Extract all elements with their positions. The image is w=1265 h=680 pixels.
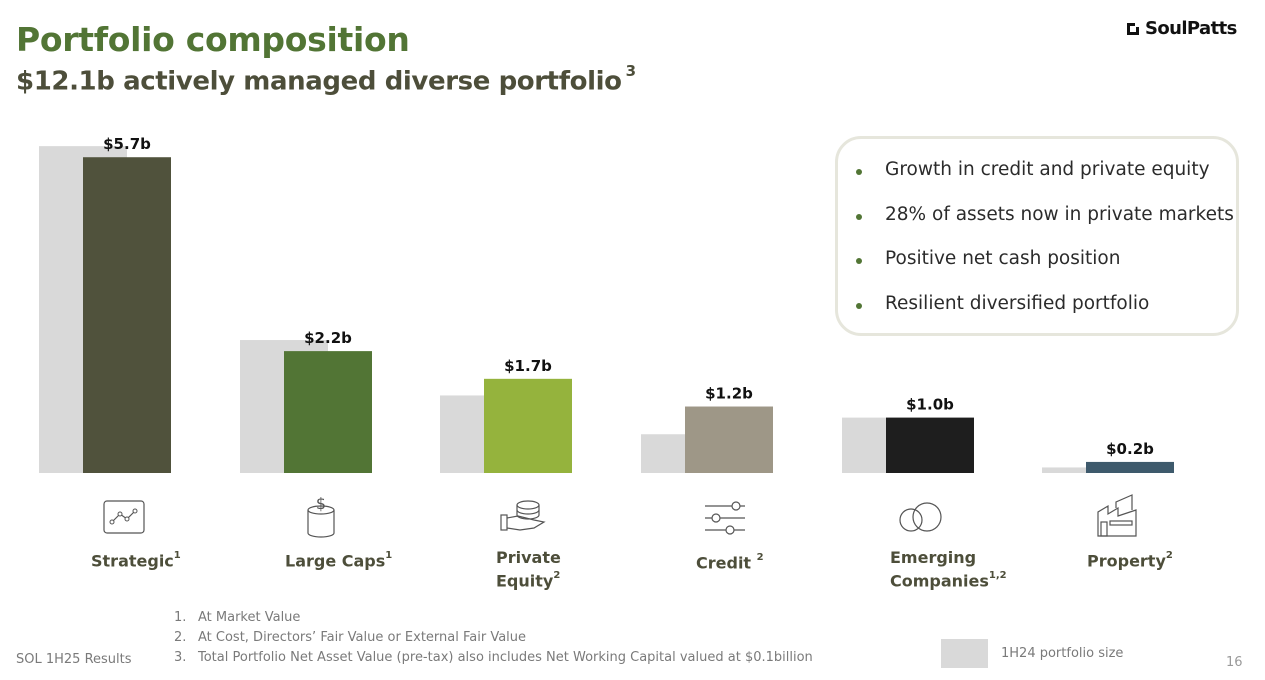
footnote-text: Total Portfolio Net Asset Value (pre-tax… <box>198 650 813 665</box>
footnote-number: 1. <box>174 610 187 625</box>
building-icon <box>1097 494 1137 537</box>
highlight-text: Positive net cash position <box>885 248 1121 269</box>
highlights-callout: Growth in credit and private equity 28% … <box>835 136 1239 336</box>
highlight-text: 28% of assets now in private markets <box>885 203 1234 225</box>
bar-1h25-strategic <box>83 157 171 473</box>
bullet-icon <box>856 169 862 175</box>
logo-mark-icon <box>1127 22 1139 35</box>
footnote-item: 2. At Cost, Directors’ Fair Value or Exte… <box>174 630 813 650</box>
sliders-icon <box>705 501 745 535</box>
bar-1h25-property <box>1086 461 1174 473</box>
category-label: Property2 <box>1087 548 1173 571</box>
bar-1h25-emerging-companies <box>886 417 974 473</box>
chart-legend: 1H24 portfolio size <box>941 639 1123 668</box>
category-label-text: Large Caps <box>285 551 386 571</box>
data-label-property: $0.2b <box>1106 440 1154 458</box>
subtitle-footnote: 3 <box>625 62 636 80</box>
page-number: 16 <box>1226 655 1243 670</box>
category-label: Private Equity2 <box>496 548 561 591</box>
logo-text: SoulPatts <box>1145 18 1237 39</box>
category-footnote: 2 <box>1165 550 1173 561</box>
subtitle-text: $12.1b actively managed diverse portfoli… <box>16 66 622 97</box>
highlight-item: Positive net cash position <box>856 248 1234 293</box>
data-label-emerging-companies: $1.0b <box>906 396 954 414</box>
category-label-text: Emerging <box>890 548 977 567</box>
footnote-text: At Market Value <box>198 610 301 625</box>
category-label-text: Strategic <box>91 551 174 571</box>
category-footnote: 1 <box>173 550 181 561</box>
line-chart-icon <box>103 500 145 534</box>
highlight-text: Growth in credit and private equity <box>885 159 1210 180</box>
overlapping-circles-icon <box>899 502 942 532</box>
bullet-icon <box>856 213 862 220</box>
category-footnote: 1 <box>385 550 393 561</box>
footnote-text: At Cost, Directors’ Fair Value or Extern… <box>198 630 527 645</box>
category-label-text: Property <box>1087 551 1166 571</box>
footnote-item: 1. At Market Value <box>174 610 813 630</box>
highlight-item: Growth in credit and private equity <box>856 159 1234 204</box>
svg-text:$: $ <box>316 494 326 513</box>
footnote-number: 2. <box>174 630 187 645</box>
bar-1h25-private-equity <box>484 378 572 473</box>
data-label-private-equity: $1.7b <box>504 357 552 375</box>
legend-swatch-1h24 <box>941 639 988 668</box>
category-label: Strategic1 <box>91 548 181 571</box>
footer-report-name: SOL 1H25 Results <box>16 652 132 667</box>
page-title: Portfolio composition <box>16 20 410 59</box>
hand-coins-icon <box>500 500 546 531</box>
category-label-text: Private <box>496 548 561 567</box>
data-label-strategic: $5.7b <box>103 135 151 153</box>
data-label-credit: $1.2b <box>705 385 753 403</box>
category-label-text: Credit <box>696 553 757 573</box>
page-subtitle: $12.1b actively managed diverse portfoli… <box>16 62 636 97</box>
category-label: Credit 2 <box>696 550 764 573</box>
soulpatts-logo: SoulPatts <box>1127 18 1237 39</box>
highlight-item: 28% of assets now in private markets <box>856 204 1234 249</box>
footnotes-list: 1. At Market Value 2. At Cost, Directors’ … <box>174 610 813 670</box>
category-footnote: 2 <box>756 552 764 563</box>
category-footnote: 2 <box>553 570 561 581</box>
data-label-large-caps: $2.2b <box>304 329 352 347</box>
highlights-list: Growth in credit and private equity 28% … <box>856 159 1234 337</box>
category-label: Large Caps1 <box>285 548 392 571</box>
bullet-icon <box>856 258 862 264</box>
legend-label: 1H24 portfolio size <box>1001 646 1124 661</box>
highlight-text: Resilient diversified portfolio <box>885 292 1150 314</box>
bar-1h25-credit <box>685 406 773 473</box>
category-label-text: Equity <box>496 571 554 591</box>
category-label-text: Companies <box>890 571 989 591</box>
bar-1h25-large-caps <box>284 351 372 473</box>
footnote-number: 3. <box>174 650 187 665</box>
category-footnote: 1,2 <box>988 570 1007 581</box>
bullet-icon <box>856 302 862 309</box>
footnote-item: 3. Total Portfolio Net Asset Value (pre-t… <box>174 650 813 670</box>
highlight-item: Resilient diversified portfolio <box>856 293 1234 338</box>
category-label: Emerging Companies1,2 <box>890 548 1007 591</box>
dollar-cylinder-icon: $ <box>307 494 335 538</box>
